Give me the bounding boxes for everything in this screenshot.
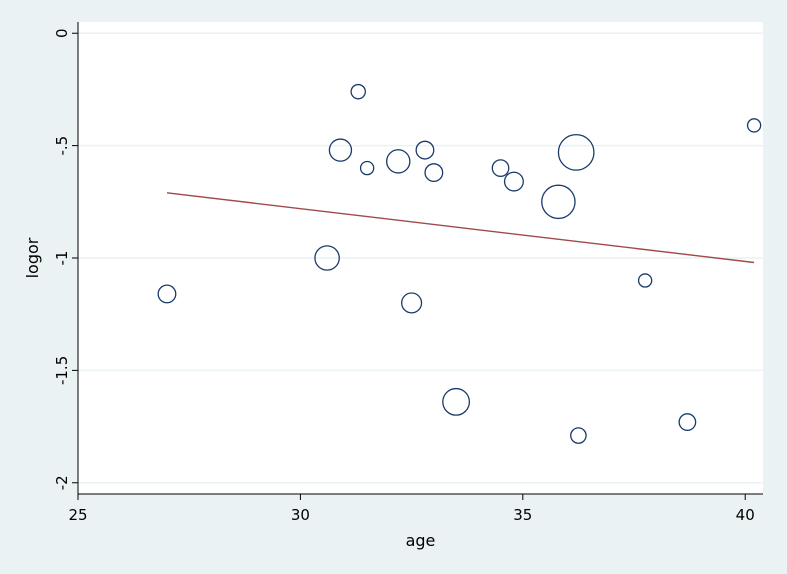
data-point	[359, 160, 375, 176]
x-tick-label: 40	[736, 506, 755, 524]
data-point	[314, 245, 340, 271]
data-points	[157, 83, 762, 444]
fit-line	[166, 192, 755, 264]
data-point	[424, 163, 444, 183]
x-axis-title: age	[406, 531, 436, 550]
data-point	[746, 118, 762, 133]
y-tick-label: 0	[53, 28, 71, 38]
x-tick-label: 35	[513, 506, 532, 524]
y-tick-label: -1	[53, 251, 71, 266]
y-tick-label: -1.5	[53, 356, 71, 385]
data-point	[350, 83, 366, 100]
y-axis-title: logor	[23, 237, 42, 278]
y-tick-label: -2	[53, 475, 71, 490]
data-point	[678, 413, 697, 431]
data-point	[157, 284, 177, 304]
data-point	[491, 159, 510, 177]
data-point	[503, 171, 524, 192]
grid-lines	[78, 32, 763, 484]
data-point	[557, 133, 595, 171]
data-point	[415, 140, 435, 160]
fit-line-layer	[166, 192, 755, 264]
y-tick-label: -.5	[53, 136, 71, 156]
data-point	[401, 292, 423, 314]
x-tick-label: 30	[291, 506, 310, 524]
data-point	[541, 184, 576, 220]
data-point	[570, 427, 587, 444]
axes: 0 -.5 -1 -1.5 -2 25 30 35 40	[53, 22, 763, 524]
data-point	[386, 149, 411, 174]
data-point	[442, 387, 471, 416]
data-point	[328, 138, 353, 162]
x-tick-label: 25	[68, 506, 87, 524]
data-point	[637, 273, 653, 288]
